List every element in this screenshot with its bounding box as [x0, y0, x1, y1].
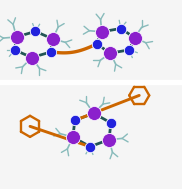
- Point: [119, 27, 122, 30]
- Point: [13, 48, 16, 51]
- Point: [95, 43, 98, 46]
- Point: [73, 119, 76, 122]
- Point: [34, 30, 37, 33]
- Point: [49, 50, 52, 53]
- Point: [49, 50, 52, 53]
- Point: [51, 37, 54, 40]
- Point: [109, 121, 112, 124]
- Point: [15, 35, 18, 38]
- Point: [89, 145, 92, 148]
- Point: [15, 35, 18, 38]
- Point: [133, 36, 136, 39]
- Point: [108, 138, 110, 141]
- Point: [89, 145, 92, 148]
- Point: [128, 48, 131, 51]
- Point: [108, 138, 110, 141]
- Point: [109, 52, 112, 55]
- Point: [34, 30, 37, 33]
- Point: [100, 30, 103, 33]
- Point: [119, 27, 122, 30]
- Point: [13, 48, 16, 51]
- Point: [72, 136, 74, 139]
- Point: [51, 37, 54, 40]
- Point: [95, 43, 98, 46]
- Point: [30, 56, 33, 59]
- Point: [133, 36, 136, 39]
- Point: [30, 56, 33, 59]
- Point: [109, 52, 112, 55]
- Point: [72, 136, 74, 139]
- Point: [92, 112, 95, 115]
- Point: [100, 30, 103, 33]
- Point: [128, 48, 131, 51]
- Point: [73, 119, 76, 122]
- Point: [109, 121, 112, 124]
- Point: [92, 112, 95, 115]
